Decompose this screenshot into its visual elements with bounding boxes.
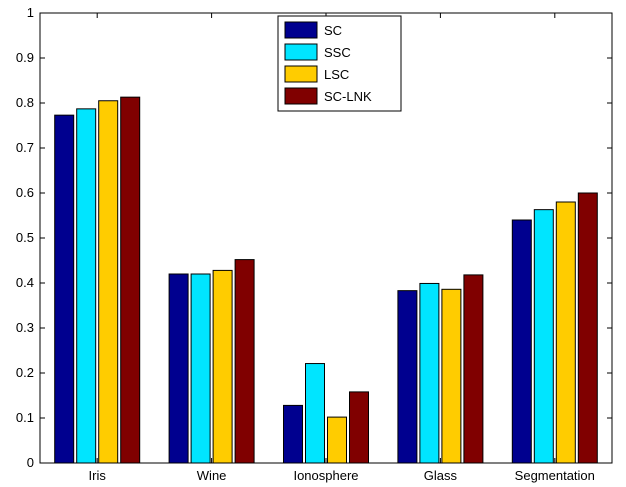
y-tick-label: 0 <box>27 455 34 470</box>
bar-ssc-glass <box>419 282 440 464</box>
bar-ssc-iris <box>76 108 97 464</box>
bar-lsc-iris <box>98 100 119 464</box>
y-tick-label: 0.2 <box>16 365 34 380</box>
y-tick-label: 0.9 <box>16 50 34 65</box>
y-tick-label: 0.6 <box>16 185 34 200</box>
x-tick-label: Glass <box>424 468 458 483</box>
bar-lsc-wine <box>212 269 233 464</box>
x-axis: Iris Wine Ionosphere Glass Segmentation <box>89 13 595 483</box>
legend-label-lsc: LSC <box>324 67 349 82</box>
legend-swatch-ssc <box>284 43 318 61</box>
y-tick-label: 1 <box>27 5 34 20</box>
bar-ssc-ionosphere <box>305 363 325 464</box>
y-tick-label: 0.4 <box>16 275 34 290</box>
bar-sc-glass <box>397 290 418 464</box>
y-tick-label: 0.8 <box>16 95 34 110</box>
x-tick-label: Wine <box>197 468 227 483</box>
legend-label-ssc: SSC <box>324 45 351 60</box>
y-tick-label: 0.1 <box>16 410 34 425</box>
legend-label-sc: SC <box>324 23 342 38</box>
y-tick-label: 0.7 <box>16 140 34 155</box>
bar-ssc-segmentation <box>533 209 554 464</box>
bar-lsc-ionosphere <box>327 416 347 464</box>
legend-swatch-lsc <box>284 65 318 83</box>
x-tick-label: Iris <box>89 468 107 483</box>
bar-sc-lnk-segmentation <box>577 192 598 464</box>
x-tick-label: Segmentation <box>515 468 595 483</box>
bar-sc-iris <box>54 114 75 464</box>
y-tick-label: 0.3 <box>16 320 34 335</box>
bar-lsc-segmentation <box>555 201 576 464</box>
legend-swatch-sc-lnk <box>284 87 318 105</box>
bar-ssc-wine <box>190 273 211 464</box>
y-axis: 0 0.1 0.2 0.3 0.4 0.5 0.6 0.7 0.8 0.9 1 <box>16 5 612 470</box>
x-tick-label: Ionosphere <box>293 468 358 483</box>
legend: SC SSC LSC SC-LNK <box>277 15 402 112</box>
legend-label-sc-lnk: SC-LNK <box>324 89 372 104</box>
bar-sc-wine <box>168 273 189 464</box>
bar-series-group <box>54 96 598 464</box>
y-tick-label: 0.5 <box>16 230 34 245</box>
bar-sc-lnk-glass <box>463 274 484 464</box>
bar-sc-lnk-iris <box>120 96 141 464</box>
legend-swatch-sc <box>284 21 318 39</box>
bar-sc-segmentation <box>511 219 532 464</box>
bar-lsc-glass <box>441 288 462 464</box>
bar-sc-lnk-wine <box>234 259 255 464</box>
bar-sc-lnk-ionosphere <box>349 391 369 464</box>
bar-sc-ionosphere <box>283 404 303 464</box>
